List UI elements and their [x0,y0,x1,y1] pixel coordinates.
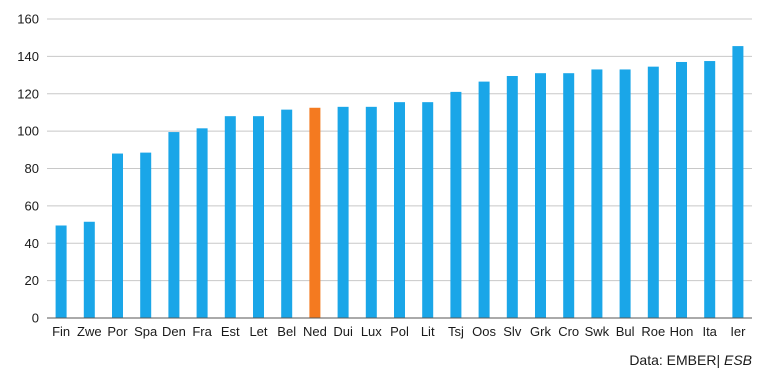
bar-spa [140,152,152,318]
bar-slv [506,75,518,318]
x-tick-label: Fin [52,324,70,339]
y-tick-label: 40 [25,236,39,251]
x-tick-label: Hon [670,324,694,339]
bar-pol [394,102,405,318]
y-tick-label: 160 [17,12,39,27]
x-tick-label: Cro [558,324,579,339]
x-tick-label: Bul [616,324,635,339]
x-tick-label: Por [107,324,128,339]
y-tick-label: 60 [25,198,39,213]
bar-roe [647,66,659,318]
x-tick-label: Fra [192,324,212,339]
x-tick-label: Let [249,324,267,339]
bar-lit [422,102,434,318]
x-tick-label: Zwe [77,324,102,339]
bar-fra [196,128,208,318]
x-tick-label: Est [221,324,240,339]
x-tick-label: Grk [530,324,551,339]
x-tick-label: Bel [277,324,296,339]
y-tick-label: 120 [17,86,39,101]
x-tick-label: Ier [730,324,746,339]
bar-est [224,116,236,318]
y-tick-label: 100 [17,124,39,139]
x-tick-label: Ned [303,324,327,339]
x-tick-label: Oos [472,324,496,339]
bars [55,46,744,319]
x-tick-label: Lux [361,324,382,339]
y-tick-label: 20 [25,273,39,288]
bar-ned [309,107,321,318]
x-tick-label: Den [162,324,186,339]
x-tick-label: Pol [390,324,409,339]
x-tick-label: Roe [641,324,665,339]
x-tick-label: Spa [134,324,158,339]
x-tick-label: Ita [702,324,717,339]
bar-bul [619,69,631,318]
source-italic: ESB [720,352,752,368]
bar-dui [337,106,349,318]
x-tick-label: Lit [421,324,435,339]
bar-tsj [450,91,462,318]
y-tick-label: 0 [32,311,39,326]
y-axis-ticks: 0 20 40 60 80 100 120 140 160 [17,12,39,326]
x-tick-label: Swk [585,324,610,339]
bar-den [168,132,180,318]
bar-grk [535,73,546,318]
bar-bel [281,109,293,319]
bar-lux [365,106,377,318]
y-tick-label: 140 [17,49,39,64]
bar-let [253,116,264,318]
bar-ita [704,61,716,318]
y-tick-label: 80 [25,161,39,176]
bar-oos [478,81,490,319]
x-axis-labels: Fin Zwe Por Spa Den Fra Est Let Bel Ned Dui Lux Pol L… [52,324,746,339]
bar-ier [732,46,744,319]
bar-fin [55,225,67,318]
source-prefix: Data: EMBER| [629,352,721,368]
bar-swk [591,69,603,318]
bar-cro [563,73,575,318]
x-tick-label: Slv [503,324,522,339]
x-tick-label: Tsj [448,324,464,339]
bar-por [112,153,123,318]
data-source-note: Data: EMBER| ESB [629,352,752,368]
bar-zwe [83,221,95,318]
x-tick-label: Dui [333,324,353,339]
bar-hon [676,61,687,318]
bar-chart: 0 20 40 60 80 100 120 140 160 Fin Zwe Por Spa Den Fra… [17,12,752,339]
